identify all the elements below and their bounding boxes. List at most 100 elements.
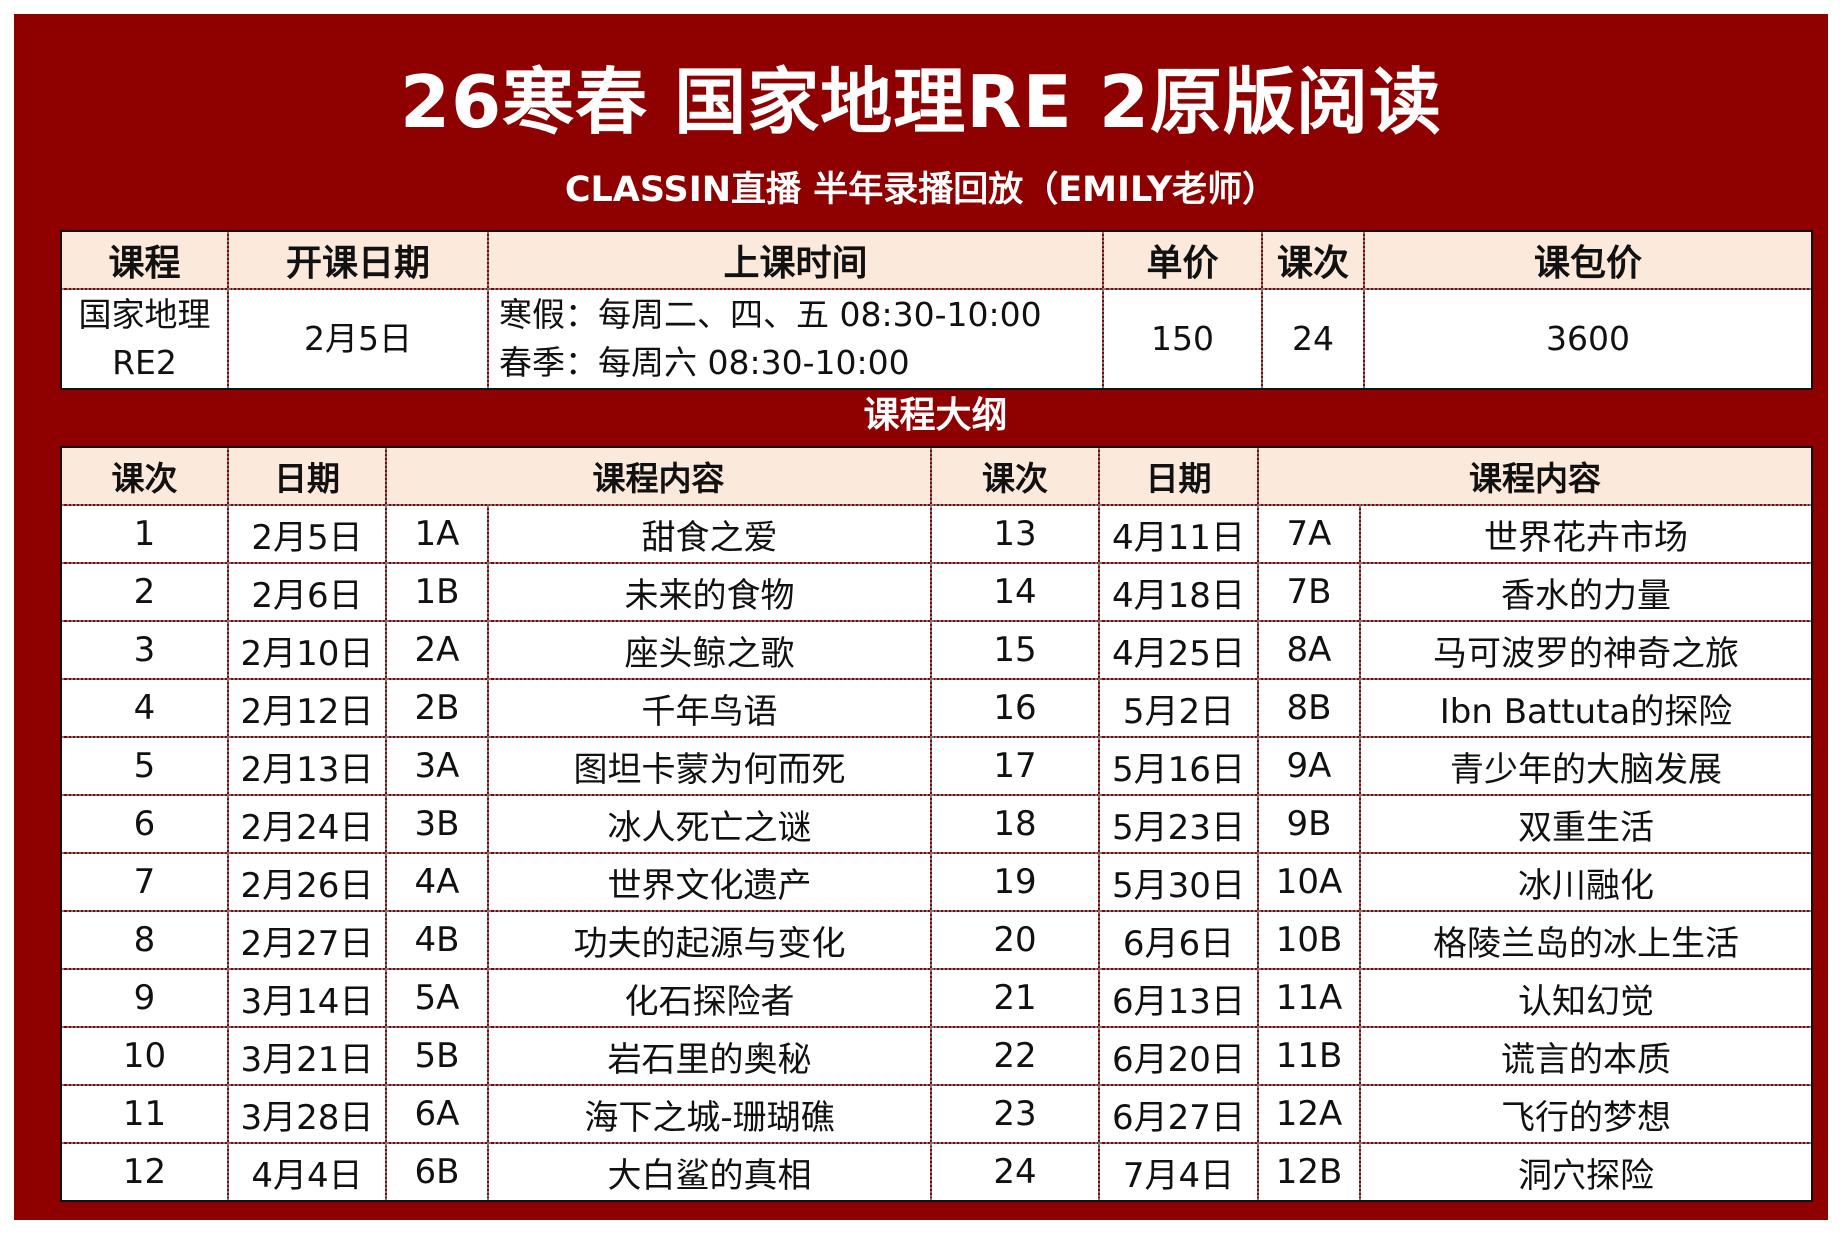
- lesson-date: 6月20日: [1098, 1026, 1259, 1086]
- lesson-topic: 飞行的梦想: [1359, 1084, 1813, 1144]
- lesson-date: 2月13日: [227, 736, 387, 796]
- unit-code: 8B: [1257, 678, 1361, 738]
- lesson-date: 3月21日: [227, 1026, 387, 1086]
- session-number: 5: [60, 736, 229, 796]
- session-number: 17: [930, 736, 1100, 796]
- lesson-topic: 格陵兰岛的冰上生活: [1359, 910, 1813, 970]
- unit-price-cell: 150: [1102, 288, 1263, 390]
- session-number: 16: [930, 678, 1100, 738]
- lesson-date: 4月25日: [1098, 620, 1259, 680]
- unit-code: 12B: [1257, 1142, 1361, 1202]
- lesson-topic: 甜食之爱: [487, 504, 932, 564]
- lesson-date: 4月18日: [1098, 562, 1259, 622]
- header-package-price: 课包价: [1363, 230, 1813, 290]
- course-outline-table: 课次 日期 课程内容 课次 日期 课程内容 1 2月5日 1A 甜食之爱 13 4月11日…: [60, 446, 1813, 1202]
- unit-code: 3B: [385, 794, 489, 854]
- table-row: 5 2月13日 3A 图坦卡蒙为何而死 17 5月16日 9A 青少年的大脑发展: [60, 736, 1813, 796]
- session-number: 8: [60, 910, 229, 970]
- unit-code: 1B: [385, 562, 489, 622]
- header-class-time: 上课时间: [487, 230, 1104, 290]
- session-number: 7: [60, 852, 229, 912]
- table-row: 4 2月12日 2B 千年鸟语 16 5月2日 8B Ibn Battuta的探险: [60, 678, 1813, 738]
- lesson-date: 2月12日: [227, 678, 387, 738]
- lesson-date: 2月24日: [227, 794, 387, 854]
- lesson-topic: Ibn Battuta的探险: [1359, 678, 1813, 738]
- outline-header-row: 课次 日期 课程内容 课次 日期 课程内容: [60, 446, 1813, 506]
- lesson-date: 6月13日: [1098, 968, 1259, 1028]
- lesson-date: 6月6日: [1098, 910, 1259, 970]
- lesson-date: 3月14日: [227, 968, 387, 1028]
- start-date-cell: 2月5日: [227, 288, 489, 390]
- lesson-topic: 青少年的大脑发展: [1359, 736, 1813, 796]
- lesson-topic: 双重生活: [1359, 794, 1813, 854]
- lesson-topic: 海下之城-珊瑚礁: [487, 1084, 932, 1144]
- unit-code: 9A: [1257, 736, 1361, 796]
- session-number: 2: [60, 562, 229, 622]
- lesson-date: 5月23日: [1098, 794, 1259, 854]
- course-name-cell: 国家地理 RE2: [60, 288, 229, 390]
- unit-code: 2A: [385, 620, 489, 680]
- session-number: 20: [930, 910, 1100, 970]
- lesson-topic: 功夫的起源与变化: [487, 910, 932, 970]
- session-number: 3: [60, 620, 229, 680]
- lesson-topic: 冰人死亡之谜: [487, 794, 932, 854]
- lesson-topic: 岩石里的奥秘: [487, 1026, 932, 1086]
- lesson-date: 5月16日: [1098, 736, 1259, 796]
- session-number: 12: [60, 1142, 229, 1202]
- unit-code: 12A: [1257, 1084, 1361, 1144]
- unit-code: 5A: [385, 968, 489, 1028]
- session-number: 13: [930, 504, 1100, 564]
- unit-code: 10A: [1257, 852, 1361, 912]
- outline-header-date-right: 日期: [1098, 446, 1259, 506]
- schedule-line2: 春季：每周六 08:30-10:00: [499, 343, 910, 382]
- outline-header-session-right: 课次: [930, 446, 1100, 506]
- lesson-date: 6月27日: [1098, 1084, 1259, 1144]
- unit-code: 2B: [385, 678, 489, 738]
- session-number: 6: [60, 794, 229, 854]
- lesson-date: 2月27日: [227, 910, 387, 970]
- unit-code: 9B: [1257, 794, 1361, 854]
- unit-code: 6A: [385, 1084, 489, 1144]
- lesson-topic: 认知幻觉: [1359, 968, 1813, 1028]
- session-number: 18: [930, 794, 1100, 854]
- unit-code: 3A: [385, 736, 489, 796]
- table-row: 1 2月5日 1A 甜食之爱 13 4月11日 7A 世界花卉市场: [60, 504, 1813, 564]
- table-row: 10 3月21日 5B 岩石里的奥秘 22 6月20日 11B 谎言的本质: [60, 1026, 1813, 1086]
- header-unit-price: 单价: [1102, 230, 1263, 290]
- lesson-topic: 世界花卉市场: [1359, 504, 1813, 564]
- lesson-topic: 香水的力量: [1359, 562, 1813, 622]
- table-row: 12 4月4日 6B 大白鲨的真相 24 7月4日 12B 洞穴探险: [60, 1142, 1813, 1202]
- unit-code: 6B: [385, 1142, 489, 1202]
- lesson-topic: 洞穴探险: [1359, 1142, 1813, 1202]
- lesson-topic: 世界文化遗产: [487, 852, 932, 912]
- session-number: 24: [930, 1142, 1100, 1202]
- page-title: 26寒春 国家地理RE 2原版阅读: [399, 60, 1443, 144]
- lesson-topic: 化石探险者: [487, 968, 932, 1028]
- schedule-cell: 寒假：每周二、四、五 08:30-10:00 春季：每周六 08:30-10:0…: [487, 288, 1104, 390]
- course-name-line1: 国家地理: [78, 295, 211, 334]
- lesson-date: 5月2日: [1098, 678, 1259, 738]
- unit-code: 4B: [385, 910, 489, 970]
- info-header-row: 课程 开课日期 上课时间 单价 课次 课包价: [60, 230, 1813, 290]
- table-row: 6 2月24日 3B 冰人死亡之谜 18 5月23日 9B 双重生活: [60, 794, 1813, 854]
- table-row: 7 2月26日 4A 世界文化遗产 19 5月30日 10A 冰川融化: [60, 852, 1813, 912]
- lesson-topic: 未来的食物: [487, 562, 932, 622]
- lesson-topic: 座头鲸之歌: [487, 620, 932, 680]
- outline-title: 课程大纲: [863, 395, 1008, 436]
- session-number: 23: [930, 1084, 1100, 1144]
- lesson-topic: 冰川融化: [1359, 852, 1813, 912]
- lesson-date: 7月4日: [1098, 1142, 1259, 1202]
- session-number: 4: [60, 678, 229, 738]
- lesson-date: 2月10日: [227, 620, 387, 680]
- unit-code: 11A: [1257, 968, 1361, 1028]
- unit-code: 1A: [385, 504, 489, 564]
- lesson-date: 4月4日: [227, 1142, 387, 1202]
- schedule-line1: 寒假：每周二、四、五 08:30-10:00: [499, 295, 1042, 334]
- lesson-date: 2月6日: [227, 562, 387, 622]
- header-start-date: 开课日期: [227, 230, 489, 290]
- outline-header-content-left: 课程内容: [385, 446, 932, 506]
- session-number: 14: [930, 562, 1100, 622]
- unit-code: 5B: [385, 1026, 489, 1086]
- session-number: 22: [930, 1026, 1100, 1086]
- header-course: 课程: [60, 230, 229, 290]
